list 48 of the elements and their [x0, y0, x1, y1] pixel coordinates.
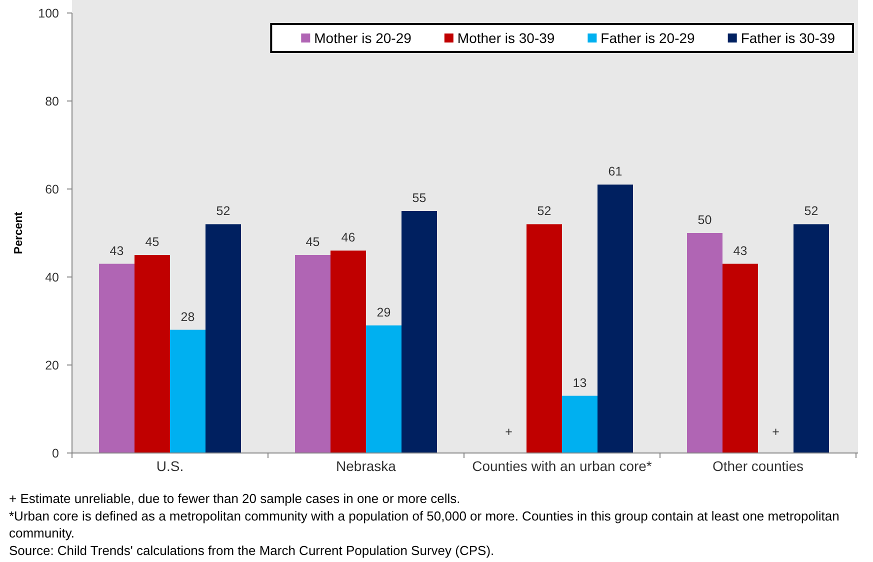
data-label: 52 [216, 204, 230, 218]
bar [170, 330, 206, 453]
y-axis-title: Percent [13, 212, 25, 254]
y-tick-label: 20 [45, 358, 60, 372]
legend-label: Father is 20-29 [600, 30, 696, 46]
bar [402, 211, 437, 453]
text: + Estimate unreliable, due to fewer than 20 sample cases in one or more cells. [9, 491, 460, 506]
data-label: 13 [572, 376, 587, 390]
bar [722, 264, 758, 453]
data-label: 28 [180, 310, 195, 324]
bar [366, 325, 402, 453]
data-label: 45 [306, 235, 320, 249]
data-label: 46 [341, 230, 356, 245]
x-tick-label: Nebraska [336, 458, 396, 474]
x-tick-label: U.S. [156, 458, 184, 474]
y-tick-label: 0 [52, 446, 60, 460]
bar [206, 224, 241, 453]
bar [526, 224, 562, 453]
data-label: 61 [608, 164, 622, 179]
bar [330, 250, 366, 453]
source-note: Source: Child Trends' calculations from the March Current Population Survey (CPS). [9, 542, 494, 558]
bar [99, 264, 134, 453]
data-label: 43 [110, 244, 124, 258]
x-tick-label: Other counties [712, 458, 804, 474]
data-label: 55 [412, 191, 426, 205]
data-label: 52 [804, 204, 818, 218]
bar [134, 255, 170, 453]
text: *Urban core is defined as a metropolitan community with a population of 50,000 or more. Counties in this group contain at least one metropolitan community. [9, 508, 840, 541]
legend-label: Mother is 30-39 [457, 30, 555, 46]
y-tick-label: 40 [45, 270, 60, 284]
bar [794, 224, 829, 453]
y-tick-label: 100 [38, 6, 60, 20]
bar [295, 255, 330, 453]
data-label: 29 [376, 305, 391, 320]
legend-label: Mother is 20-29 [314, 30, 412, 46]
data-label: 52 [537, 204, 552, 218]
data-label: 43 [733, 244, 748, 258]
y-tick-label: 60 [45, 182, 60, 196]
bar [598, 184, 633, 453]
bar [562, 396, 598, 453]
data-label: 50 [698, 213, 712, 227]
data-label: 45 [145, 235, 160, 249]
legend-label: Father is 30-39 [740, 30, 836, 46]
y-tick-label: 80 [45, 94, 60, 108]
x-tick-label: Counties with an urban core* [472, 458, 652, 474]
text: + [505, 425, 512, 439]
bar [687, 233, 722, 453]
text: + [772, 425, 780, 439]
